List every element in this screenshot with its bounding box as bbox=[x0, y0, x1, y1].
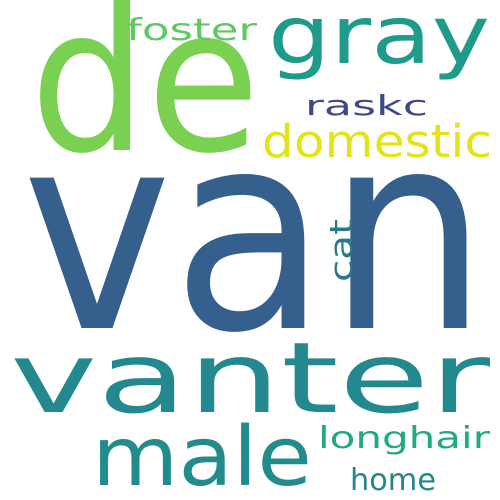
word-de: de bbox=[30, 0, 260, 198]
word-gray: gray bbox=[268, 0, 490, 82]
word-domestic: domestic bbox=[262, 115, 492, 168]
word-male: male bbox=[92, 410, 312, 500]
word-raskc: raskc bbox=[305, 89, 428, 122]
word-longhair: longhair bbox=[318, 421, 491, 456]
word-vanter: vanter bbox=[10, 322, 491, 436]
word-home: home bbox=[350, 463, 436, 498]
word-van: van bbox=[22, 73, 488, 393]
word-cat: cat bbox=[324, 219, 360, 282]
word-foster: foster bbox=[126, 13, 258, 48]
